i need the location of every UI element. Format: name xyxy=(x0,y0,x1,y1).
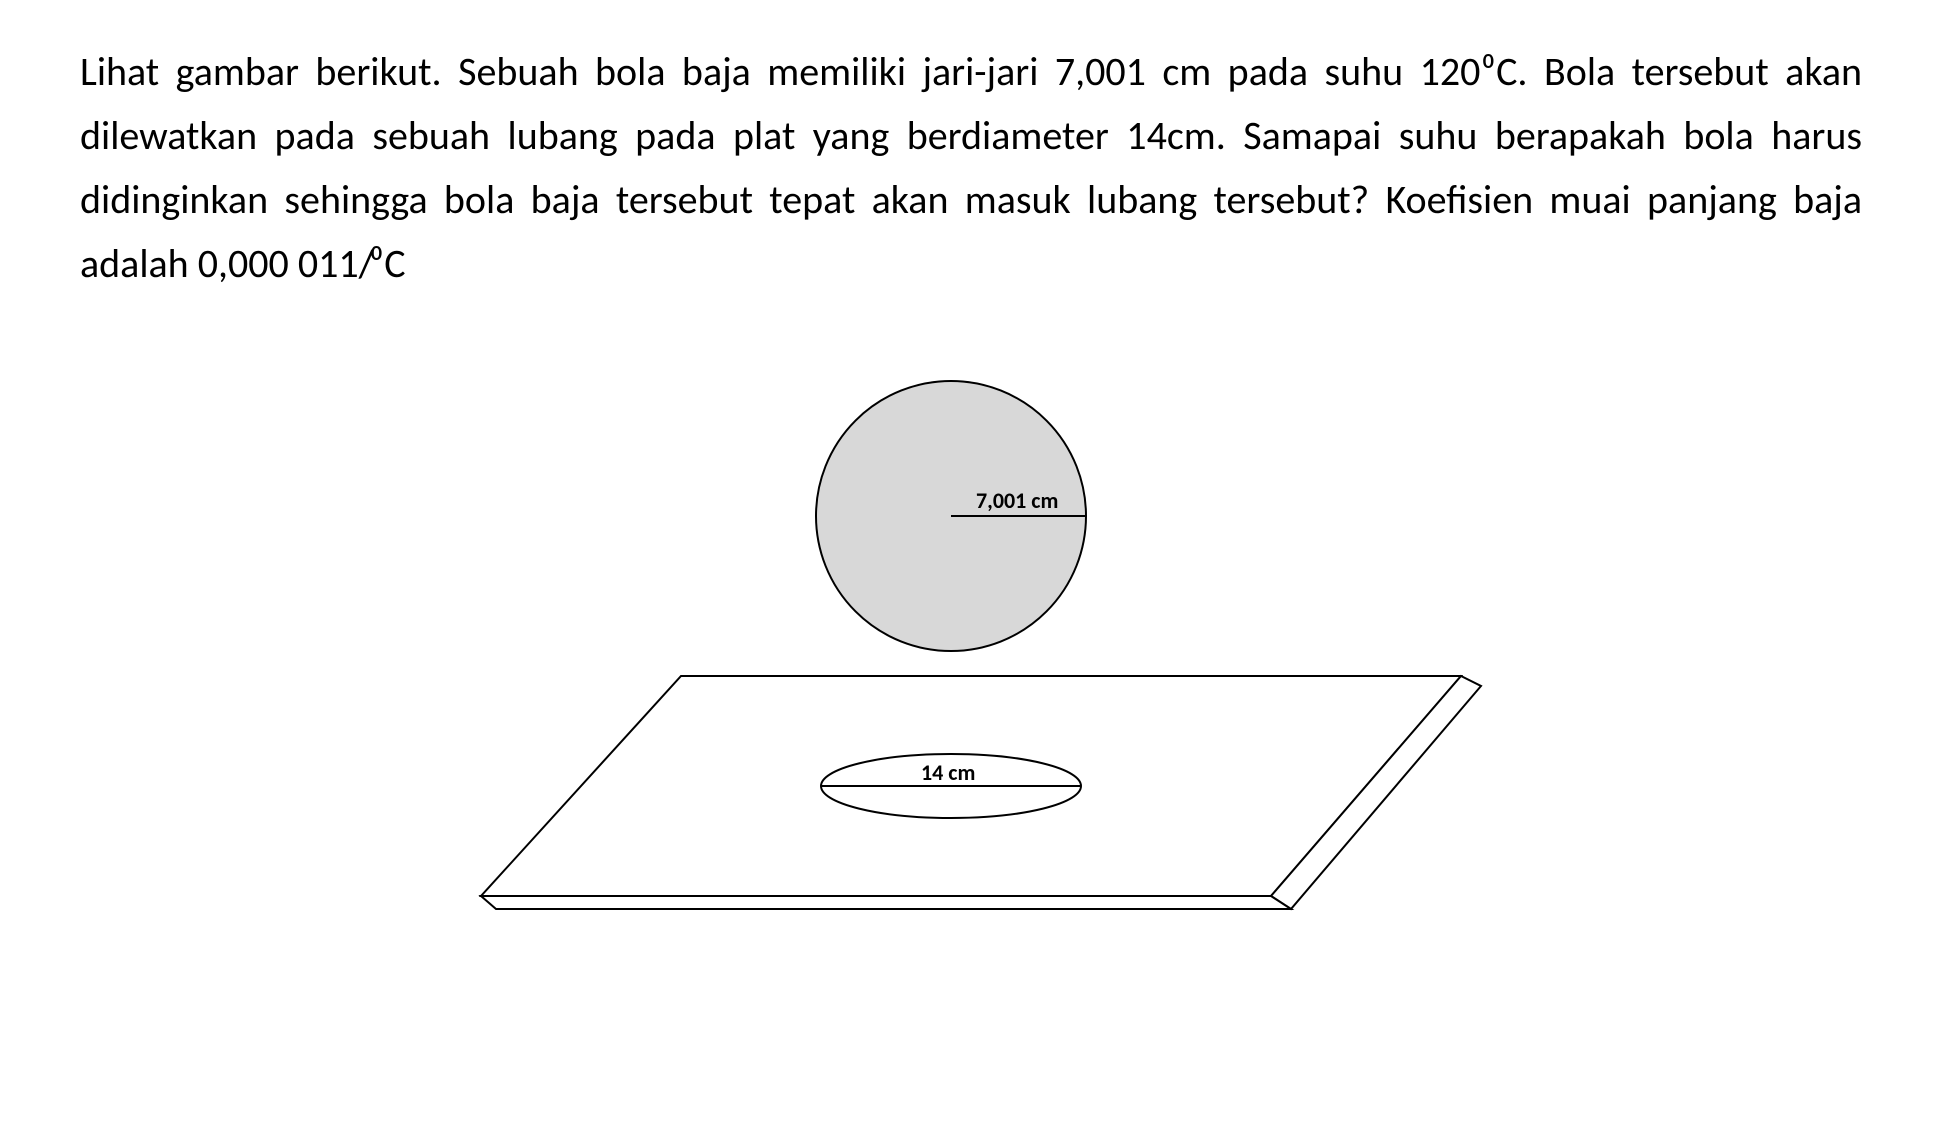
hole-diameter-label: 14 cm xyxy=(921,759,975,786)
plate-bottom-edge xyxy=(481,896,1291,909)
diagram-container: 14 cm 7,001 cm xyxy=(80,356,1862,976)
physics-diagram: 14 cm 7,001 cm xyxy=(421,356,1521,976)
problem-text: Lihat gambar berikut. Sebuah bola baja m… xyxy=(80,40,1862,296)
ball-radius-label: 7,001 cm xyxy=(976,487,1058,514)
